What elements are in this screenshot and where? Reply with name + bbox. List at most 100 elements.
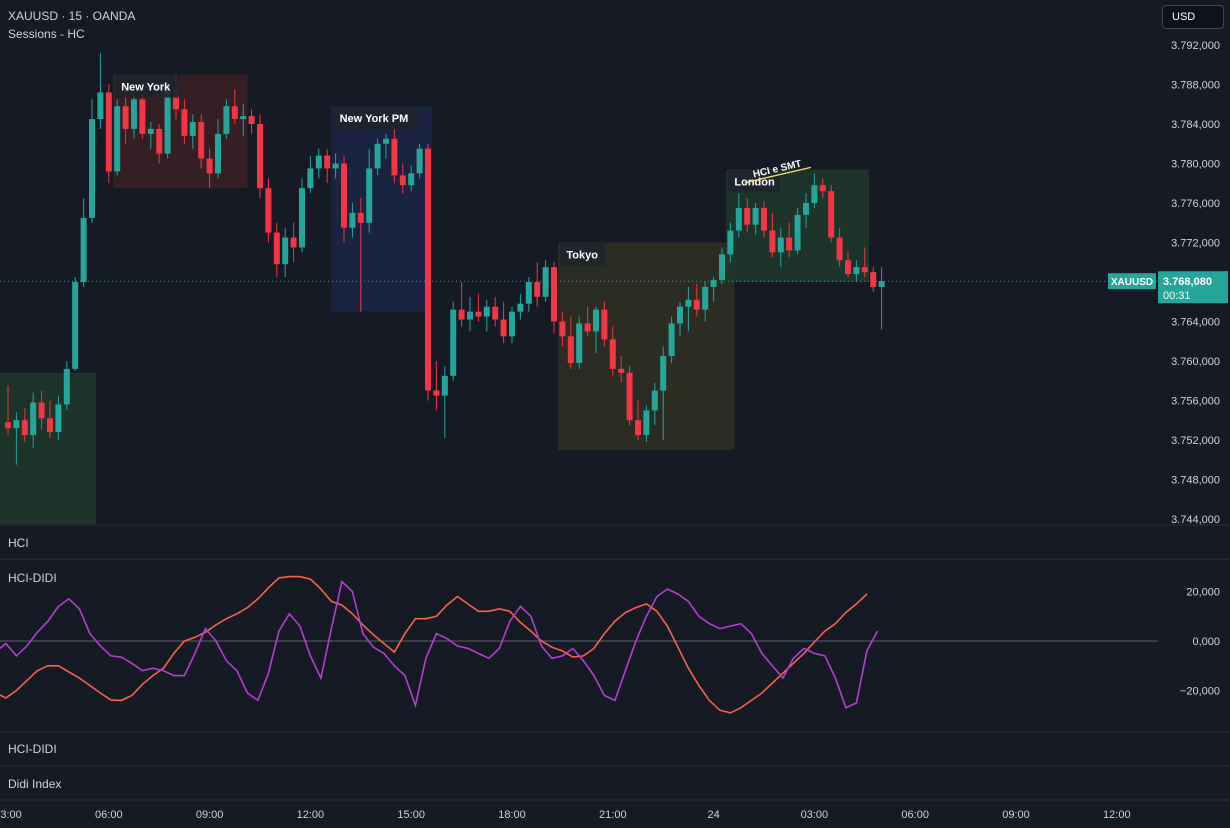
- candle-body: [433, 390, 440, 396]
- session-label-text: New York PM: [340, 113, 409, 125]
- candle-63: [534, 262, 541, 307]
- price-tick-label: 3.776,000: [1171, 198, 1220, 210]
- candle-61: [517, 293, 524, 320]
- price-tick-label: 3.780,000: [1171, 159, 1220, 171]
- price-badge-symbol: XAUUSD: [1111, 277, 1153, 288]
- candle-10: [89, 99, 95, 223]
- candle-body: [450, 309, 457, 376]
- candle-body: [122, 106, 129, 129]
- candle-83: [702, 282, 709, 322]
- candle-body: [357, 212, 364, 223]
- candle-66: [559, 311, 566, 347]
- candle-25: [215, 119, 221, 179]
- candle-body: [777, 237, 784, 253]
- candle-40: [341, 155, 347, 243]
- candle-body: [97, 92, 104, 120]
- price-tick-label: 3.784,000: [1171, 119, 1220, 131]
- candle-body: [702, 286, 709, 310]
- candle-36: [307, 155, 314, 194]
- candle-body: [114, 106, 121, 172]
- candle-body: [719, 254, 725, 281]
- price-badge: XAUUSD 3.768,080 00:31: [1108, 271, 1228, 304]
- candle-body: [828, 191, 835, 238]
- candle-80: [677, 301, 683, 337]
- candle-body: [853, 267, 860, 275]
- candle-4: [38, 390, 45, 431]
- candle-body: [181, 109, 188, 136]
- candle-68: [576, 316, 583, 369]
- time-tick-label: 03:00: [801, 809, 829, 821]
- candle-26: [223, 99, 230, 139]
- pane-label-hci-didi: HCI-DIDI: [8, 571, 57, 585]
- candle-body: [542, 267, 549, 297]
- candle-39: [332, 153, 339, 179]
- candle-70: [593, 306, 599, 354]
- candle-11: [97, 52, 104, 129]
- candle-body: [315, 155, 322, 169]
- candle-body: [341, 163, 347, 228]
- candle-51: [433, 361, 440, 411]
- candle-body: [559, 321, 566, 337]
- candle-body: [324, 155, 331, 169]
- currency-button[interactable]: USD: [1162, 5, 1224, 29]
- time-tick-label: 18:00: [498, 809, 526, 821]
- candle-body: [248, 116, 255, 124]
- candle-body: [38, 402, 45, 419]
- candle-body: [147, 128, 154, 134]
- time-tick-label: 09:00: [1002, 809, 1030, 821]
- time-axis: 03:00 06:00 09:00 12:00 15:00 18:00 21:00 24 03:…: [0, 809, 1131, 821]
- price-tick-label: 3.744,000: [1171, 514, 1220, 526]
- price-tick-label: 3.752,000: [1171, 435, 1220, 447]
- candle-43: [366, 148, 373, 233]
- candle-8: [72, 277, 79, 371]
- candle-body: [198, 122, 205, 159]
- candle-58: [492, 296, 499, 327]
- candle-body: [811, 185, 818, 203]
- candle-body: [878, 281, 885, 287]
- candle-97: [819, 178, 826, 199]
- candle-body: [290, 237, 297, 248]
- session-boxes: [0, 74, 869, 524]
- price-tick-label: 3.756,000: [1171, 396, 1220, 408]
- current-price-badge: XAUUSD 3.768,080 00:31: [1108, 271, 1228, 304]
- price-tick-label: 3.792,000: [1171, 40, 1220, 52]
- candle-55: [467, 296, 473, 332]
- candle-101: [853, 260, 860, 282]
- candle-body: [282, 237, 289, 265]
- candle-71: [601, 301, 608, 347]
- candle-73: [618, 356, 625, 383]
- candle-body: [475, 311, 482, 317]
- candle-body: [240, 116, 247, 120]
- candle-28: [240, 104, 247, 136]
- candle-body: [30, 402, 37, 436]
- time-tick-label: 15:00: [397, 809, 425, 821]
- candle-88: [744, 198, 751, 233]
- candle-body: [223, 106, 230, 134]
- candle-22: [189, 114, 196, 149]
- session-label-bg: [560, 243, 606, 266]
- candle-body: [391, 138, 398, 176]
- session-label-2: New York PM: [333, 107, 419, 130]
- candle-body: [525, 282, 532, 304]
- candle-30: [257, 114, 263, 199]
- candle-body: [416, 148, 423, 174]
- candle-62: [525, 277, 532, 312]
- candle-body: [139, 99, 146, 134]
- candle-50: [425, 143, 431, 401]
- candle-body: [349, 212, 356, 228]
- oscillator-line-purple: [0, 580, 879, 709]
- candle-103: [870, 267, 877, 292]
- price-badge-countdown: 00:31: [1163, 290, 1191, 302]
- candle-body: [567, 336, 574, 363]
- candle-body: [593, 309, 599, 332]
- candle-35: [299, 178, 305, 253]
- candle-body: [752, 207, 759, 225]
- candle-93: [786, 222, 793, 258]
- candle-92: [777, 227, 784, 268]
- candle-87: [735, 193, 742, 238]
- candle-body: [761, 207, 767, 231]
- candle-body: [803, 203, 809, 215]
- time-tick-label: 21:00: [599, 809, 627, 821]
- session-label-text: New York: [121, 82, 171, 94]
